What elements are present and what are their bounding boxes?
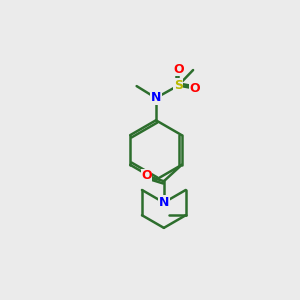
Text: O: O (173, 63, 184, 76)
Text: S: S (174, 79, 183, 92)
Text: O: O (189, 82, 200, 95)
Text: O: O (141, 169, 152, 182)
Text: N: N (151, 92, 161, 104)
Text: N: N (159, 196, 169, 209)
